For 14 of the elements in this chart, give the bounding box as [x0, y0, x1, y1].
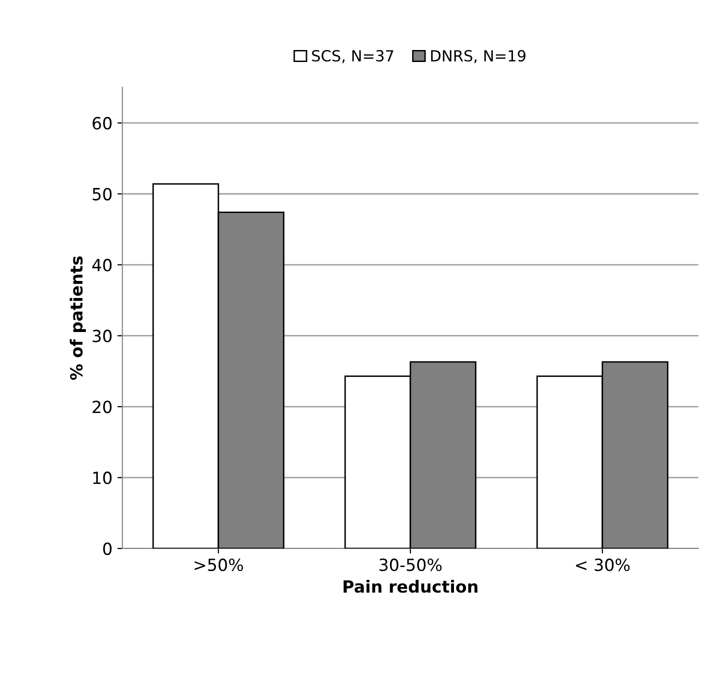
y-tick-label: 50 — [92, 188, 112, 200]
y-axis-title: % of patients — [70, 256, 86, 380]
y-tick-label: 10 — [93, 472, 112, 484]
legend-label: SCS, N=37 — [312, 50, 394, 64]
x-axis-title: Pain reduction — [344, 580, 478, 593]
legend-label: DNRS, N=19 — [431, 50, 526, 64]
y-tick-label: 40 — [92, 258, 112, 272]
y-tick-label: 60 — [92, 116, 112, 130]
x-tick-label: >50% — [194, 558, 243, 572]
x-tick-label: 30-50% — [380, 558, 442, 572]
y-tick-label: 20 — [92, 400, 112, 414]
y-tick-label: 30 — [92, 330, 112, 342]
x-tick-label: < 30% — [576, 558, 630, 572]
y-tick-label: 0 — [103, 542, 112, 556]
